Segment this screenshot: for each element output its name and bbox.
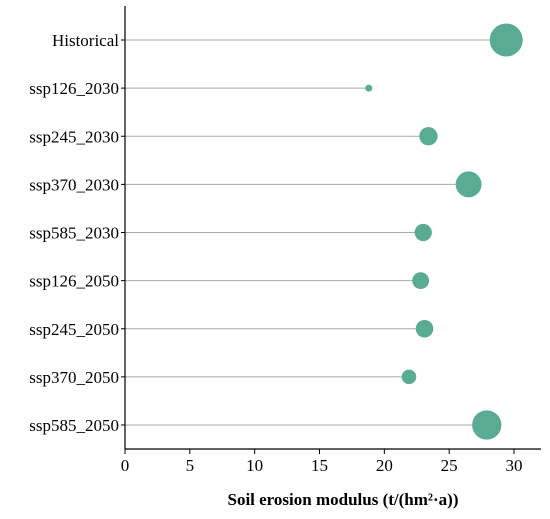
category-label: ssp126_2030 <box>29 79 119 98</box>
point-ssp370_2030 <box>455 171 482 198</box>
category-label: ssp245_2050 <box>29 320 119 339</box>
point-ssp245_2050 <box>415 319 434 338</box>
x-tick-label: 10 <box>246 456 263 475</box>
category-label: ssp126_2050 <box>29 272 119 291</box>
x-axis-title: Soil erosion modulus (t/(hm²·a)) <box>227 490 458 509</box>
x-tick-label: 0 <box>121 456 130 475</box>
stem-layer <box>125 39 507 426</box>
category-label: ssp585_2030 <box>29 224 119 243</box>
x-ticks: 0 5 10 15 20 25 30 <box>121 449 523 475</box>
category-labels: Historical ssp126_2030 ssp245_2030 ssp370_2… <box>29 31 125 435</box>
point-ssp126_2050 <box>412 272 430 290</box>
point-layer <box>365 23 523 440</box>
category-label: Historical <box>52 31 119 50</box>
point-ssp370_2050 <box>401 369 417 385</box>
category-label: ssp370_2050 <box>29 368 119 387</box>
point-ssp245_2030 <box>419 127 438 146</box>
x-tick-label: 30 <box>506 456 523 475</box>
point-ssp126_2030 <box>365 84 373 92</box>
point-ssp585_2030 <box>414 223 432 242</box>
point-Historical <box>489 23 523 57</box>
point-ssp585_2050 <box>472 410 502 440</box>
x-tick-label: 25 <box>441 456 458 475</box>
category-label: ssp245_2030 <box>29 127 119 146</box>
category-label: ssp585_2050 <box>29 416 119 435</box>
x-tick-label: 15 <box>311 456 328 475</box>
category-label: ssp370_2030 <box>29 175 119 194</box>
x-tick-label: 5 <box>186 456 195 475</box>
x-tick-label: 20 <box>376 456 393 475</box>
